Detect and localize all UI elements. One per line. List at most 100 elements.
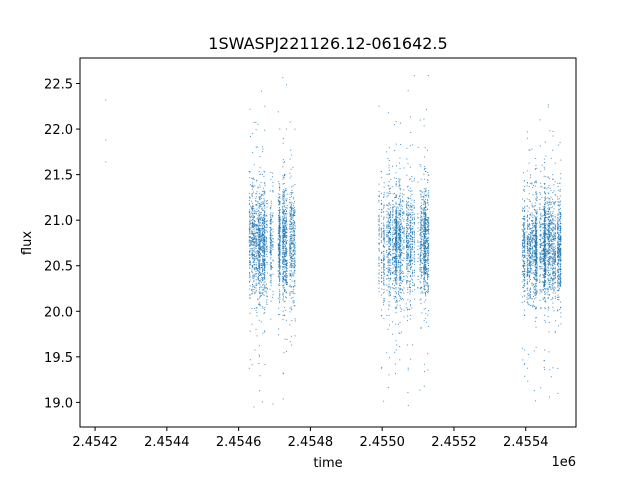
data-point bbox=[399, 247, 401, 249]
data-point bbox=[291, 309, 293, 311]
data-point bbox=[381, 222, 383, 224]
data-point bbox=[260, 237, 262, 239]
data-point bbox=[399, 332, 401, 334]
data-point bbox=[263, 251, 265, 253]
data-point bbox=[255, 261, 257, 263]
data-point bbox=[270, 282, 272, 284]
data-point bbox=[279, 255, 281, 257]
data-point bbox=[395, 211, 397, 213]
data-point bbox=[278, 283, 280, 285]
data-point bbox=[278, 221, 280, 223]
data-point bbox=[282, 77, 284, 79]
data-point bbox=[262, 256, 264, 258]
data-point bbox=[395, 272, 397, 274]
data-point bbox=[284, 198, 286, 200]
data-point bbox=[252, 239, 254, 241]
data-point bbox=[420, 224, 422, 226]
data-point bbox=[427, 230, 429, 232]
data-point bbox=[290, 208, 292, 210]
data-point bbox=[279, 243, 281, 245]
data-point bbox=[258, 222, 260, 224]
data-point bbox=[409, 271, 411, 273]
data-point bbox=[395, 183, 397, 185]
data-point bbox=[292, 236, 294, 238]
data-point bbox=[388, 248, 390, 250]
data-point bbox=[282, 192, 284, 194]
data-point bbox=[383, 231, 385, 233]
data-point bbox=[403, 232, 405, 234]
data-point bbox=[282, 266, 284, 268]
data-point bbox=[249, 249, 251, 251]
data-point bbox=[388, 147, 390, 149]
data-point bbox=[272, 244, 274, 246]
data-point bbox=[406, 258, 408, 260]
data-point bbox=[283, 224, 285, 226]
data-point bbox=[387, 220, 389, 222]
data-point bbox=[386, 249, 388, 251]
data-point bbox=[427, 232, 429, 234]
data-point bbox=[383, 263, 385, 265]
data-point bbox=[408, 226, 410, 228]
data-point bbox=[427, 288, 429, 290]
data-point bbox=[266, 295, 268, 297]
data-point bbox=[258, 222, 260, 224]
data-point bbox=[292, 246, 294, 248]
data-point bbox=[257, 201, 259, 203]
data-point bbox=[399, 254, 401, 256]
data-point bbox=[263, 223, 265, 225]
data-point bbox=[394, 351, 396, 353]
data-point bbox=[423, 247, 425, 249]
data-point bbox=[392, 206, 394, 208]
data-point bbox=[398, 229, 400, 231]
data-point bbox=[424, 252, 426, 254]
data-point bbox=[383, 211, 385, 213]
data-point bbox=[427, 221, 429, 223]
data-point bbox=[396, 237, 398, 239]
data-point bbox=[291, 190, 293, 192]
data-point bbox=[545, 234, 547, 236]
data-point bbox=[283, 192, 285, 194]
data-point bbox=[398, 178, 400, 180]
data-point bbox=[423, 208, 425, 210]
data-point bbox=[410, 212, 412, 214]
data-point bbox=[398, 287, 400, 289]
data-point bbox=[282, 263, 284, 265]
data-point bbox=[283, 196, 285, 198]
data-point bbox=[411, 180, 413, 182]
data-point bbox=[386, 275, 388, 277]
data-point bbox=[407, 216, 409, 218]
data-point bbox=[426, 276, 428, 278]
data-point bbox=[251, 243, 253, 245]
data-point bbox=[272, 216, 274, 218]
data-point bbox=[256, 233, 258, 235]
data-point bbox=[248, 211, 250, 213]
data-point bbox=[258, 268, 260, 270]
data-point bbox=[286, 260, 288, 262]
data-point bbox=[407, 218, 409, 220]
data-point bbox=[259, 286, 261, 288]
data-point bbox=[283, 253, 285, 255]
data-point bbox=[282, 372, 284, 374]
data-point bbox=[286, 276, 288, 278]
data-point bbox=[255, 121, 257, 123]
data-point bbox=[283, 191, 285, 193]
data-point bbox=[400, 276, 402, 278]
data-point bbox=[282, 142, 284, 144]
data-point bbox=[544, 276, 546, 278]
data-point bbox=[263, 252, 265, 254]
data-point bbox=[409, 145, 411, 147]
data-point bbox=[258, 278, 260, 280]
data-point bbox=[262, 242, 264, 244]
data-point bbox=[528, 257, 530, 259]
data-point bbox=[254, 232, 256, 234]
data-point bbox=[427, 291, 429, 293]
data-point bbox=[253, 222, 255, 224]
data-point bbox=[407, 217, 409, 219]
data-point bbox=[395, 280, 397, 282]
data-point bbox=[270, 280, 272, 282]
data-point bbox=[256, 268, 258, 270]
data-point bbox=[428, 194, 430, 196]
data-point bbox=[258, 217, 260, 219]
data-point bbox=[426, 229, 428, 231]
data-point bbox=[269, 238, 271, 240]
